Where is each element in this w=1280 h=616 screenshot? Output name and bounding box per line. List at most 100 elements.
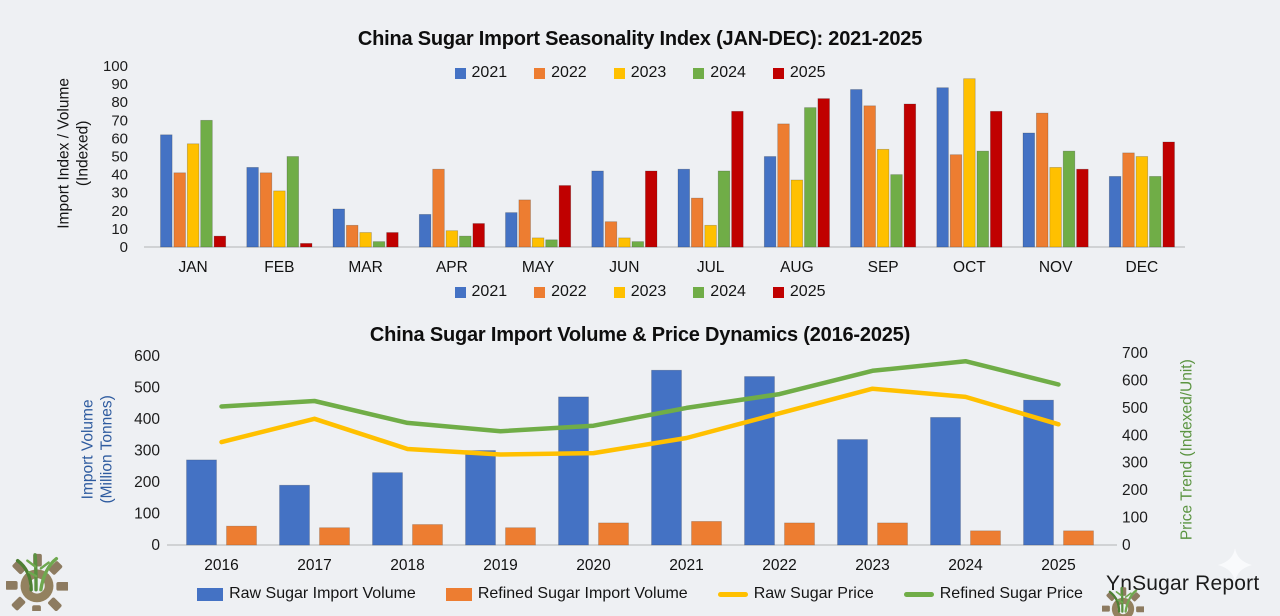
bar-2023-MAY	[531, 237, 545, 248]
x-label-FEB: FEB	[264, 259, 294, 276]
x-label-DEC: DEC	[1126, 259, 1159, 276]
right-tick-500: 500	[1122, 400, 1148, 417]
bar-2021-NOV	[1022, 132, 1035, 248]
bar-refined-sugar-import-volume-2019	[505, 527, 536, 546]
legend-2022: 2022	[534, 64, 587, 82]
y-tick-80: 80	[111, 94, 128, 111]
legend-2021: 2021	[454, 283, 508, 301]
legend-2022-label: 2022	[551, 64, 587, 81]
bar-2024-FEB	[286, 156, 299, 248]
left-tick-500: 500	[134, 380, 160, 397]
bar-2021-OCT	[936, 87, 949, 248]
legend-2024-label: 2024	[710, 64, 746, 81]
legend-2023: 2023	[613, 283, 667, 301]
y-tick-50: 50	[111, 149, 128, 166]
bar-2024-JUN	[631, 241, 644, 248]
legend-2023: 2023	[613, 64, 666, 82]
volume-price-plot: 0 100 200 300 400 500 600 0 100 200 300 400 500 600 70…	[134, 345, 1148, 574]
bar-2025-JUL	[731, 110, 744, 248]
legend-2023-marker	[613, 67, 625, 79]
bar-raw-sugar-import-volume-2024	[930, 417, 961, 546]
bar-2025-MAY	[558, 185, 572, 248]
bar-2025-DEC	[1162, 141, 1175, 248]
legend-2024-marker	[693, 67, 705, 79]
x-label-APR: APR	[436, 259, 468, 276]
bar-2022-OCT	[949, 154, 963, 248]
bar-refined-sugar-import-volume-2016	[226, 525, 257, 546]
bar-2025-NOV	[1076, 168, 1089, 248]
left-tick-200: 200	[134, 474, 160, 491]
legend-2025-label: 2025	[789, 64, 826, 81]
bar-raw-sugar-import-volume-2025	[1023, 399, 1054, 546]
x-label-2017: 2017	[297, 557, 331, 574]
bar-2021-MAR	[332, 208, 345, 248]
legend-2023-marker	[613, 286, 625, 298]
x-label-SEP: SEP	[868, 259, 899, 276]
volume-price-chart-title: China Sugar Import Volume & Price Dynami…	[369, 324, 911, 346]
bar-raw-sugar-import-volume-2019	[465, 450, 496, 546]
legend-2021-label: 2021	[471, 283, 508, 300]
legend-2021: 2021	[454, 64, 508, 82]
legend-2021-label: 2021	[471, 64, 508, 81]
legend-2024-label: 2024	[710, 283, 746, 300]
bar-2025-MAR	[386, 232, 399, 248]
gear-sugarcane-icon	[6, 553, 68, 611]
bar-2022-NOV	[1036, 112, 1049, 248]
bar-2024-AUG	[804, 107, 817, 248]
x-label-2016: 2016	[204, 557, 238, 574]
left-tick-600: 600	[134, 348, 160, 365]
bar-2025-JAN	[213, 235, 227, 248]
right-tick-100: 100	[1122, 510, 1148, 527]
bar-2021-JAN	[160, 134, 173, 248]
bar-2022-AUG	[777, 123, 790, 248]
bar-2023-JAN	[186, 143, 200, 248]
legend-raw-sugar-price-marker	[717, 591, 748, 597]
legend-2022-marker	[534, 67, 546, 79]
left-tick-300: 300	[134, 443, 160, 460]
line-raw-sugar-price	[219, 386, 1061, 457]
legend-2025-label: 2025	[789, 283, 826, 300]
y-tick-10: 10	[111, 221, 128, 238]
bar-2024-MAR	[372, 241, 386, 248]
brand-name: YnSugar Report	[1106, 572, 1260, 595]
x-label-AUG: AUG	[780, 259, 814, 276]
legend-raw-sugar-import-volume-label: Raw Sugar Import Volume	[229, 585, 416, 602]
legend-raw-sugar-price-label: Raw Sugar Price	[753, 585, 874, 602]
bar-raw-sugar-import-volume-2021	[651, 369, 682, 546]
y-tick-20: 20	[111, 203, 128, 220]
x-label-NOV: NOV	[1039, 259, 1073, 276]
right-tick-700: 700	[1122, 345, 1148, 362]
x-label-2019: 2019	[483, 557, 517, 574]
bar-raw-sugar-import-volume-2023	[837, 439, 868, 546]
bar-refined-sugar-import-volume-2020	[598, 522, 629, 546]
right-tick-0: 0	[1122, 537, 1131, 554]
legend-2022: 2022	[534, 283, 587, 301]
legend-2022-marker	[534, 286, 546, 298]
bar-2023-JUL	[704, 224, 717, 248]
line-refined-sugar-price	[219, 358, 1061, 434]
legend-2024: 2024	[693, 283, 746, 301]
bar-2021-AUG	[763, 156, 777, 248]
y-tick-90: 90	[111, 76, 128, 93]
legend-2025: 2025	[772, 64, 826, 82]
volume-price-legend: Raw Sugar Import Volume Refined Sugar Imp…	[0, 585, 1280, 603]
bar-2021-JUN	[591, 170, 604, 248]
x-label-JAN: JAN	[178, 259, 207, 276]
y-tick-40: 40	[111, 167, 128, 184]
bar-2023-JUN	[618, 237, 631, 248]
bar-2025-AUG	[817, 98, 830, 248]
sparkle-icon	[1218, 548, 1252, 582]
bar-refined-sugar-import-volume-2025	[1063, 530, 1094, 546]
bar-2024-OCT	[976, 150, 989, 248]
bar-2021-DEC	[1108, 176, 1122, 248]
bar-2022-MAY	[518, 199, 531, 248]
bar-raw-sugar-import-volume-2017	[279, 484, 310, 546]
legend-2023-label: 2023	[630, 283, 667, 300]
x-label-JUN: JUN	[609, 259, 639, 276]
bar-refined-sugar-import-volume-2018	[412, 524, 443, 546]
bar-2021-MAY	[505, 212, 518, 248]
right-tick-200: 200	[1122, 482, 1148, 499]
legend-refined-sugar-price-marker	[903, 591, 934, 597]
bar-2022-FEB	[259, 172, 273, 248]
